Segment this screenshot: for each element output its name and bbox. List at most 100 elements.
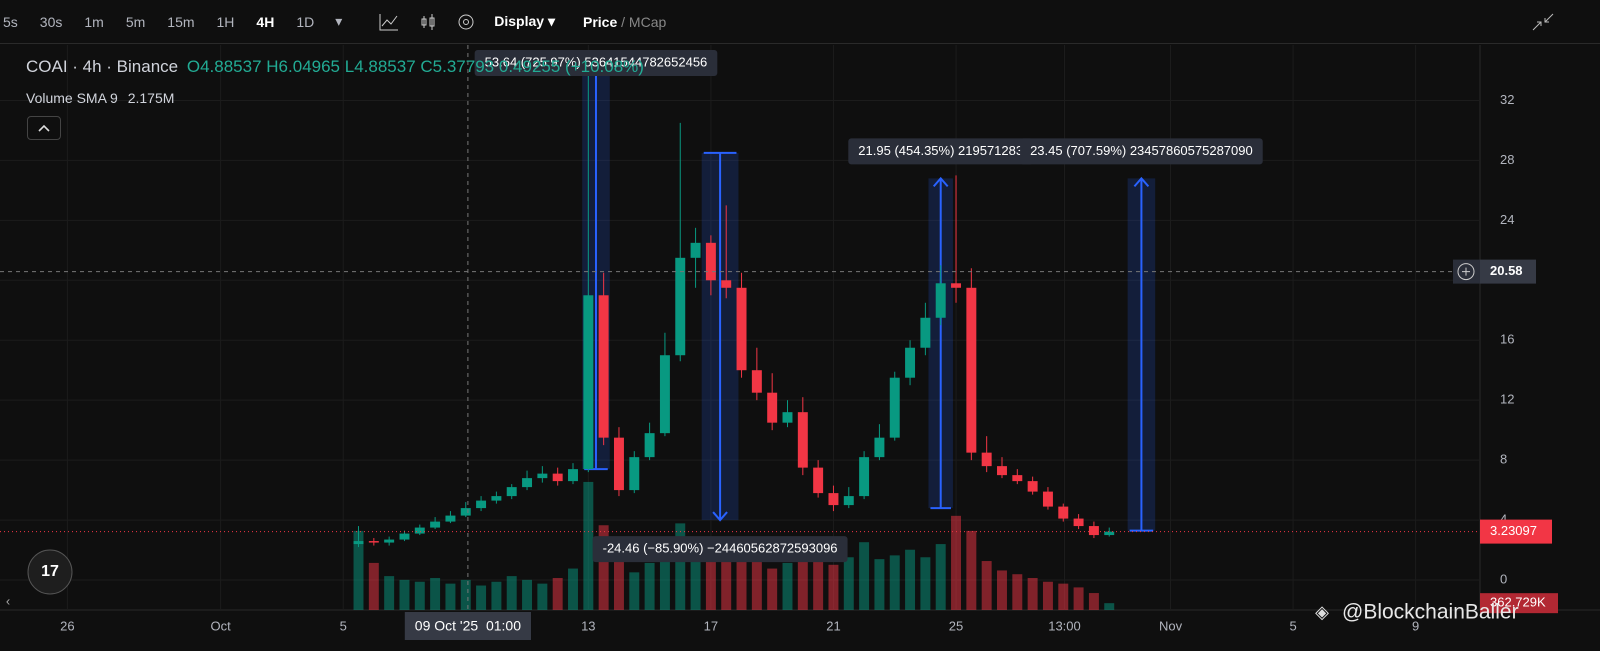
candle-body	[905, 347, 916, 378]
tv-logo[interactable]	[27, 549, 73, 595]
volume-name: Volume SMA 9	[26, 90, 118, 106]
volume-bar	[1073, 587, 1084, 610]
legend-high: H6.04965	[266, 57, 341, 76]
toolbar: 5s 30s 1m 5m 15m 1H 4H 1D ▾ Display ▾ Price / M…	[0, 0, 1600, 44]
candle-body	[981, 452, 992, 467]
last-volume: 362.729K	[1490, 595, 1546, 610]
display-button[interactable]: Display ▾	[494, 13, 555, 29]
volume-bar	[629, 572, 640, 610]
volume-bar	[751, 561, 762, 610]
collapse-button[interactable]	[27, 116, 61, 140]
candle-body	[537, 473, 548, 479]
volume-bar	[1104, 603, 1115, 610]
scroll-left[interactable]: ‹	[6, 593, 10, 608]
x-tick-label: 13	[581, 618, 595, 633]
candle-body	[460, 508, 471, 516]
interval-dropdown[interactable]: ▾	[335, 13, 343, 29]
volume-bar	[782, 562, 793, 610]
interval[interactable]: 1m	[84, 13, 104, 30]
measure-label-bg	[1020, 138, 1263, 165]
last-volume-bg	[1480, 593, 1558, 614]
volume-bar	[736, 545, 747, 610]
x-tick-label: 26	[60, 618, 74, 633]
candle-body	[414, 527, 425, 534]
interval[interactable]: 1D	[296, 13, 315, 30]
volume-bar	[813, 555, 824, 610]
candle-body	[705, 242, 716, 281]
volume-bar	[997, 570, 1007, 610]
candle-body	[828, 493, 839, 506]
fullscreen-icon[interactable]	[1532, 13, 1554, 31]
display-label: Display	[494, 13, 545, 29]
volume-bar	[445, 583, 456, 610]
mcap-label[interactable]: MCap	[628, 13, 667, 30]
intervals: 5s 30s 1m 5m 15m 1H 4H 1D	[0, 14, 325, 30]
volume-bar	[384, 576, 395, 610]
interval[interactable]: 30s	[39, 13, 63, 30]
candle-body	[629, 457, 640, 491]
tv-logo-text: 17	[41, 563, 59, 580]
volume-bar	[506, 576, 517, 610]
volume-bar	[460, 579, 471, 610]
candle-body	[598, 295, 609, 438]
candle-body	[445, 515, 456, 522]
volume-bar	[705, 557, 716, 610]
candle-body	[859, 457, 870, 497]
measure-label-bg	[592, 536, 848, 563]
candle-body	[751, 370, 762, 393]
interval[interactable]: 1H	[216, 13, 235, 30]
measure-label: 23.45 (707.59%) 23457860575287090	[1030, 143, 1253, 158]
candle-body	[506, 487, 517, 497]
candle-body	[659, 355, 670, 434]
chart-tools[interactable]	[360, 10, 480, 34]
candle-body	[522, 478, 533, 488]
volume-bar	[1058, 583, 1069, 610]
last-price: 3.23097	[1490, 523, 1537, 538]
volume-value: 2.175M	[127, 90, 175, 106]
candle-body	[1104, 531, 1115, 536]
measure-label-bg	[474, 50, 718, 76]
watermark-icon: ◈	[1315, 602, 1329, 622]
watermark: @BlockchainBaller	[1342, 601, 1519, 624]
x-tick-label: Oct	[211, 618, 232, 633]
interval[interactable]: 5s	[3, 13, 18, 30]
x-tick-label: Nov	[1159, 618, 1183, 633]
candle-body	[399, 533, 410, 540]
volume-bar	[767, 568, 778, 610]
candle-body	[476, 500, 487, 509]
measure-label-bg	[848, 138, 1034, 165]
interval[interactable]: 15m	[167, 13, 195, 30]
volume-bar	[368, 562, 379, 610]
volume-bar	[905, 549, 916, 610]
legend-low: L4.88537	[344, 57, 416, 76]
last-price-bg	[1480, 519, 1552, 544]
volume-bar	[414, 581, 425, 610]
volume-bar	[476, 585, 487, 610]
crosshair-price-bg	[1480, 259, 1536, 284]
y-tick-label: 12	[1500, 392, 1514, 407]
candle-body	[384, 539, 395, 543]
volume-bar	[491, 581, 502, 610]
measure-label: 53.64 (725.97%) 53641544782652456	[485, 54, 708, 69]
volume-bar	[889, 555, 900, 610]
crosshair-time: 09 Oct '25 01:00	[415, 618, 521, 634]
interval[interactable]: 4H	[256, 13, 275, 30]
price-toggle[interactable]: Price / MCap	[583, 13, 667, 30]
interval[interactable]: 5m	[125, 13, 146, 30]
volume-bar	[568, 568, 578, 610]
candle-body	[1012, 475, 1023, 482]
candle-body	[583, 295, 594, 470]
volume-bar	[552, 577, 563, 610]
x-tick-label: 25	[949, 618, 963, 633]
legend: COAI · 4h · Binance O4.88537 H6.04965 L4…	[26, 57, 644, 77]
volume-bar	[690, 544, 701, 610]
candle-body	[935, 283, 946, 318]
volume-bar	[1042, 581, 1053, 610]
volume-bar	[721, 553, 732, 610]
symbol: COAI · 4h · Binance	[26, 57, 179, 76]
volume-bar	[797, 551, 808, 610]
volume-bar	[430, 577, 441, 610]
candle-body	[797, 412, 808, 468]
candle-body	[1073, 518, 1084, 527]
